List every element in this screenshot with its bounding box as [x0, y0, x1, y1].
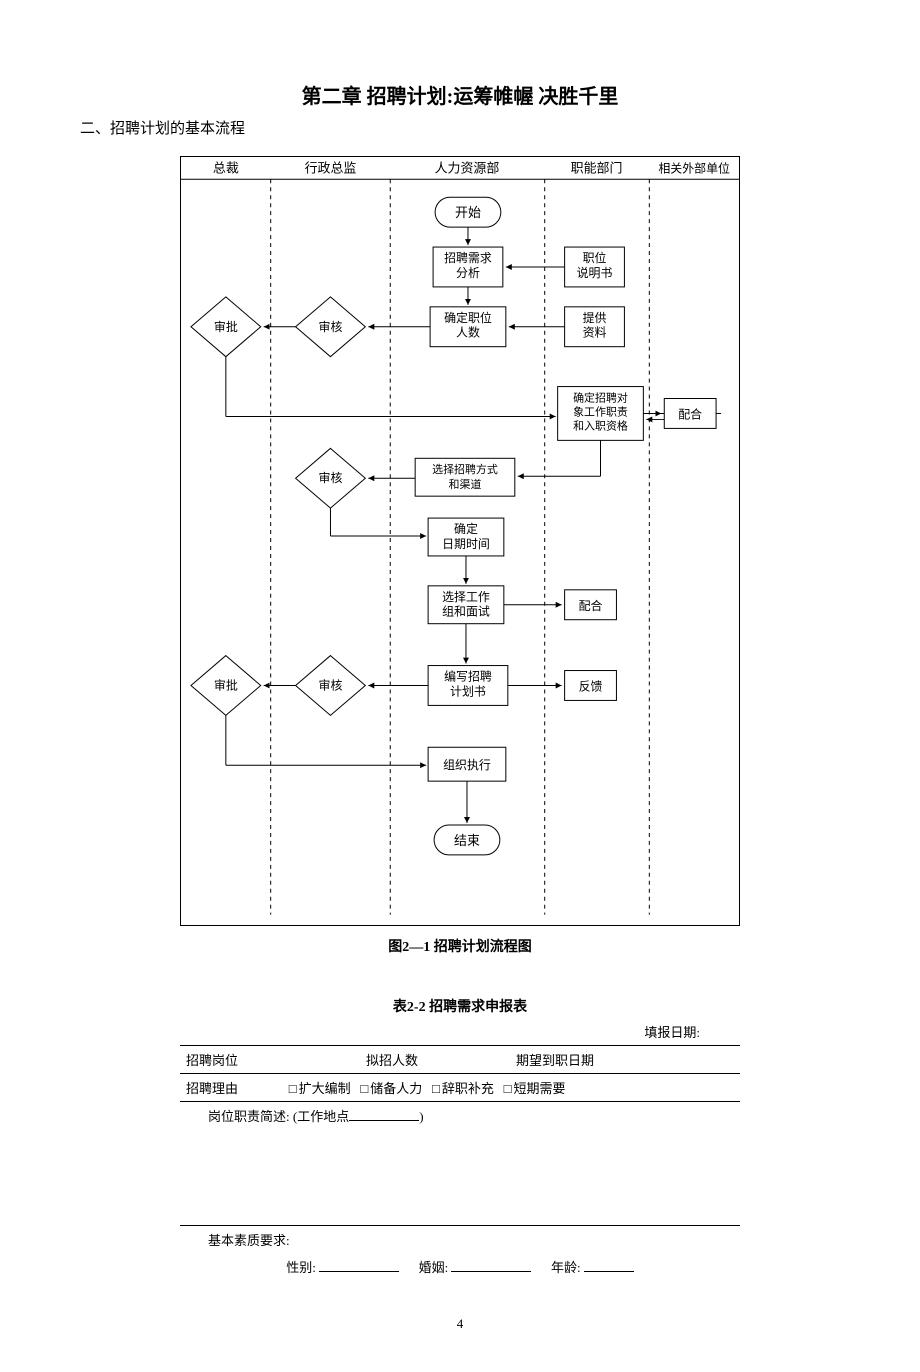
node-material-l1: 提供 — [583, 310, 607, 325]
node-duty-l3: 和入职资格 — [573, 418, 628, 432]
node-channel-l2: 和渠道 — [449, 477, 482, 491]
node-plan-l1: 编写招聘 — [444, 669, 492, 684]
node-duty-l1: 确定招聘对 — [573, 391, 628, 405]
chapter-title: 第二章 招聘计划:运筹帷幄 决胜千里 — [80, 80, 840, 109]
node-feedback: 反馈 — [579, 679, 603, 693]
job-desc-prefix: 岗位职责简述: (工作地点 — [208, 1109, 349, 1124]
node-approve2: 审批 — [214, 677, 238, 692]
cell-reason-label: 招聘理由 — [180, 1074, 260, 1102]
qualification-section: 基本素质要求: — [180, 1225, 740, 1249]
node-review1: 审核 — [319, 319, 343, 334]
node-execute: 组织执行 — [443, 758, 491, 772]
fill-date-label: 填报日期: — [180, 1022, 740, 1041]
node-date-l1: 确定 — [454, 521, 478, 536]
age-label: 年龄: — [551, 1260, 581, 1275]
gender-blank[interactable] — [319, 1259, 399, 1272]
node-coop1: 配合 — [678, 406, 702, 421]
table-title: 表2-2 招聘需求申报表 — [80, 996, 840, 1016]
age-blank[interactable] — [584, 1259, 634, 1272]
cell-position-label: 招聘岗位 — [180, 1046, 260, 1074]
opt-shortterm[interactable]: □短期需要 — [504, 1081, 566, 1096]
cell-position-value[interactable] — [260, 1046, 360, 1074]
cell-count-value[interactable] — [430, 1046, 510, 1074]
node-analysis-l2: 分析 — [456, 266, 480, 280]
section-title: 二、招聘计划的基本流程 — [80, 117, 840, 138]
node-coop2: 配合 — [579, 598, 603, 613]
lane-header-3: 职能部门 — [571, 160, 623, 175]
node-review2: 审核 — [319, 470, 343, 485]
node-duty-l2: 象工作职责 — [573, 405, 628, 418]
lane-header-4: 相关外部单位 — [658, 160, 730, 175]
figure-caption: 图2—1 招聘计划流程图 — [80, 936, 840, 956]
flowchart-svg: 总裁 行政总监 人力资源部 职能部门 相关外部单位 开始 招聘需求 分析 职位 … — [181, 157, 739, 925]
node-plan-l2: 计划书 — [450, 684, 486, 698]
node-channel-l1: 选择招聘方式 — [432, 462, 498, 476]
marriage-blank[interactable] — [451, 1259, 531, 1272]
lane-header-1: 行政总监 — [305, 160, 357, 175]
qualification-title: 基本素质要求: — [180, 1230, 740, 1249]
qualification-fields: 性别: 婚姻: 年龄: — [180, 1257, 740, 1276]
job-description-line: 岗位职责简述: (工作地点) — [180, 1102, 740, 1125]
node-approve1: 审批 — [214, 319, 238, 334]
node-material-l2: 资料 — [583, 326, 607, 340]
node-jobspec-l1: 职位 — [583, 250, 607, 265]
form-row-2: 招聘理由 □扩大编制 □储备人力 □辞职补充 □短期需要 — [180, 1074, 740, 1102]
opt-expand[interactable]: □扩大编制 — [289, 1081, 351, 1096]
opt-replace[interactable]: □辞职补充 — [432, 1081, 494, 1096]
node-date-l2: 日期时间 — [442, 537, 490, 551]
flowchart-container: 总裁 行政总监 人力资源部 职能部门 相关外部单位 开始 招聘需求 分析 职位 … — [180, 156, 740, 926]
lane-header-2: 人力资源部 — [435, 160, 500, 175]
opt-reserve[interactable]: □储备人力 — [360, 1081, 422, 1096]
marriage-label: 婚姻: — [419, 1260, 449, 1275]
node-team-l2: 组和面试 — [442, 604, 490, 619]
node-count-l2: 人数 — [456, 325, 480, 340]
gender-label: 性别: — [286, 1260, 316, 1275]
cell-count-label: 拟招人数 — [360, 1046, 430, 1074]
node-analysis-l1: 招聘需求 — [444, 251, 492, 265]
job-desc-suffix: ) — [419, 1109, 423, 1124]
node-start: 开始 — [455, 205, 481, 220]
node-end: 结束 — [454, 833, 480, 848]
cell-date-label: 期望到职日期 — [510, 1046, 610, 1074]
lane-header-0: 总裁 — [213, 160, 239, 175]
node-jobspec-l2: 说明书 — [577, 265, 613, 280]
cell-date-value[interactable] — [610, 1046, 740, 1074]
work-location-blank[interactable] — [349, 1108, 419, 1121]
page-number: 4 — [80, 1316, 840, 1332]
node-team-l1: 选择工作 — [442, 590, 490, 604]
node-review3: 审核 — [319, 677, 343, 692]
recruitment-form: 招聘岗位 拟招人数 期望到职日期 招聘理由 □扩大编制 □储备人力 □辞职补充 … — [180, 1045, 740, 1102]
node-count-l1: 确定职位 — [444, 310, 492, 325]
cell-reason-options: □扩大编制 □储备人力 □辞职补充 □短期需要 — [260, 1074, 740, 1102]
form-row-1: 招聘岗位 拟招人数 期望到职日期 — [180, 1046, 740, 1074]
